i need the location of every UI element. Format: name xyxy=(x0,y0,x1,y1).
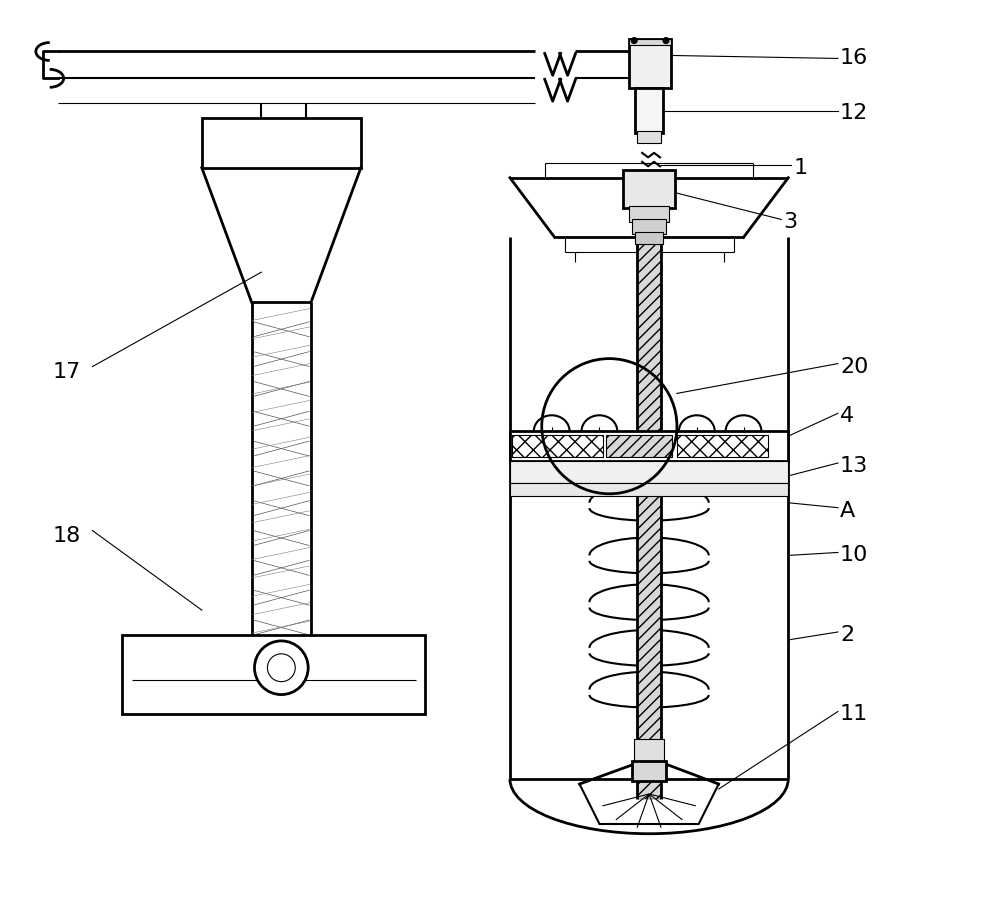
Circle shape xyxy=(663,38,669,43)
Bar xyxy=(606,435,672,457)
Text: 16: 16 xyxy=(840,49,868,68)
Bar xyxy=(637,131,661,143)
Bar xyxy=(512,435,603,457)
Text: 4: 4 xyxy=(840,406,854,426)
Bar xyxy=(510,431,788,461)
Text: A: A xyxy=(840,501,855,520)
Text: 18: 18 xyxy=(53,526,81,545)
Text: 11: 11 xyxy=(840,705,868,725)
Text: 20: 20 xyxy=(840,356,868,377)
Text: 10: 10 xyxy=(840,545,868,565)
Text: 3: 3 xyxy=(783,213,797,232)
Circle shape xyxy=(267,654,295,682)
Bar xyxy=(637,213,661,799)
Bar xyxy=(635,232,663,244)
Circle shape xyxy=(254,641,308,694)
Text: 2: 2 xyxy=(840,625,854,645)
Bar xyxy=(677,435,768,457)
Bar xyxy=(122,635,425,715)
Bar xyxy=(629,205,669,223)
Circle shape xyxy=(631,38,637,43)
Bar xyxy=(629,39,671,88)
Bar xyxy=(634,740,664,764)
Bar xyxy=(623,169,675,207)
Bar xyxy=(632,761,666,781)
Text: 1: 1 xyxy=(793,157,807,178)
Text: 12: 12 xyxy=(840,103,868,123)
Bar xyxy=(510,461,788,483)
Bar xyxy=(202,118,361,168)
Bar xyxy=(632,219,666,234)
Bar xyxy=(635,88,663,133)
Bar xyxy=(510,483,788,495)
Text: 17: 17 xyxy=(53,362,81,381)
Text: 13: 13 xyxy=(840,456,868,476)
Bar xyxy=(629,39,671,44)
